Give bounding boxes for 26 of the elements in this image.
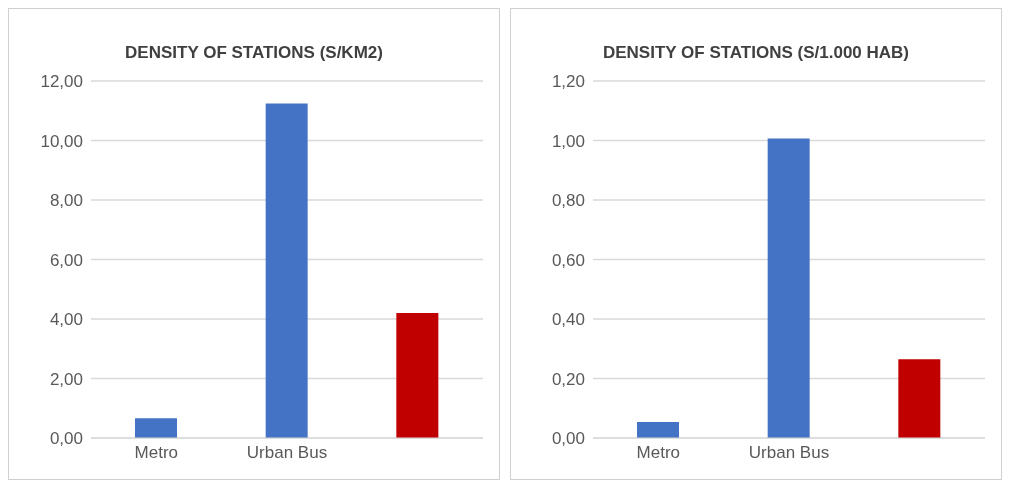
x-tick-label: Metro — [134, 443, 179, 463]
bar — [265, 103, 308, 438]
y-tick-label: 10,00 — [40, 131, 83, 151]
y-tick-label: 2,00 — [49, 369, 83, 389]
bar — [135, 418, 177, 438]
y-tick-label: 6,00 — [49, 250, 83, 270]
bar — [898, 359, 941, 438]
x-tick-label: Urban Bus — [246, 443, 328, 463]
chart-title: DENSITY OF STATIONS (S/KM2) — [124, 43, 384, 64]
x-tick-label: Metro — [636, 443, 681, 463]
bar — [396, 313, 439, 438]
bar — [637, 421, 679, 438]
y-tick-label: 1,00 — [551, 131, 585, 151]
y-tick-label: 0,20 — [551, 369, 585, 389]
y-tick-label: 0,00 — [551, 429, 585, 449]
chart-title: DENSITY OF STATIONS (S/1.000 HAB) — [601, 43, 911, 64]
y-tick-label: 0,00 — [49, 429, 83, 449]
x-tick-label: Urban Bus — [748, 443, 830, 463]
y-tick-label: 1,20 — [551, 72, 585, 92]
y-tick-label: 4,00 — [49, 310, 83, 330]
y-tick-label: 0,60 — [551, 250, 585, 270]
y-tick-label: 8,00 — [49, 191, 83, 211]
y-tick-label: 0,40 — [551, 310, 585, 330]
y-tick-label: 12,00 — [40, 72, 83, 92]
y-tick-label: 0,80 — [551, 191, 585, 211]
bar — [767, 138, 810, 438]
